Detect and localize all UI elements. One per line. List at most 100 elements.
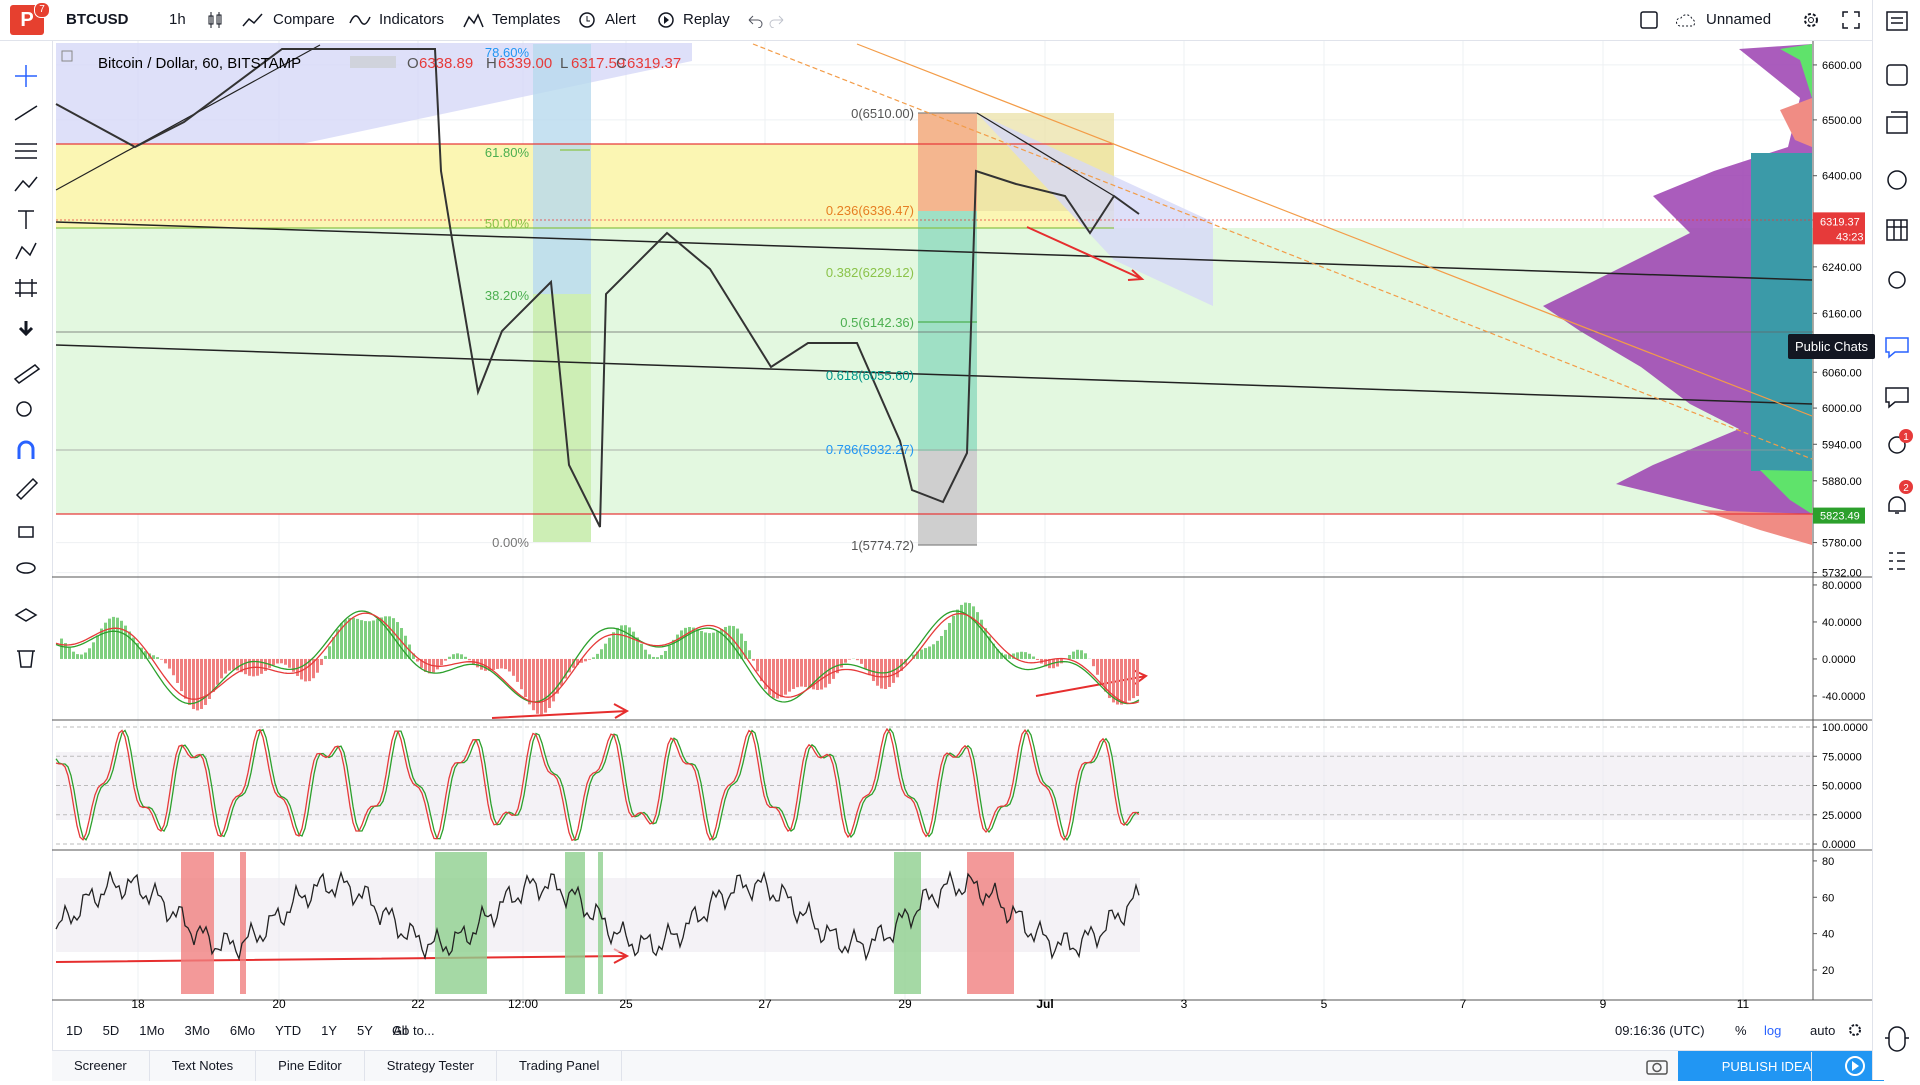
indicator-tick-label: 100.0000 [1822,722,1868,734]
templates[interactable]: Templates [492,11,560,28]
more-icon[interactable] [1889,553,1905,569]
fib-left-label: 78.60% [485,45,530,60]
bottom-tab[interactable]: Text Notes [150,1051,256,1081]
layers-tool[interactable] [16,609,36,621]
settings-icon[interactable] [1801,10,1821,30]
legend-close-label: C [616,55,627,72]
macd-histogram [704,632,707,658]
alerts-icon[interactable] [1887,65,1907,85]
macd-histogram [76,654,79,659]
macd-histogram [160,659,163,660]
ruler-tool[interactable] [15,365,39,383]
bottom-tab[interactable]: Trading Panel [497,1051,622,1081]
arrow-tool[interactable] [20,321,32,334]
indicator-tick-label: 50.0000 [1822,781,1862,793]
measure-tool[interactable] [15,279,37,297]
macd-histogram [592,657,595,659]
macd-histogram [128,631,131,658]
badge-count: 2 [1903,483,1909,494]
time-label: 20 [272,997,286,1011]
macd-histogram [840,659,843,668]
macd-histogram [464,657,467,659]
macd-histogram [556,659,559,694]
auto-toggle[interactable]: auto [1810,1023,1835,1038]
ideas-icon[interactable] [1889,272,1905,288]
bug-icon[interactable] [1885,1027,1909,1051]
lock-tool[interactable] [19,527,33,537]
watchlist-icon[interactable] [1887,12,1907,30]
signal-zone [894,852,921,994]
fullscreen-box[interactable] [1639,10,1659,30]
macd-histogram [228,659,231,671]
bottom-tab[interactable]: Strategy Tester [365,1051,497,1081]
messages-icon[interactable] [1886,388,1908,407]
trendline-tool[interactable] [15,106,37,120]
news-icon[interactable] [1887,112,1907,133]
log-toggle[interactable]: log [1764,1023,1781,1038]
symbol[interactable]: BTCUSD [66,11,129,28]
indicator-tick-label: 40 [1822,929,1834,941]
replay[interactable]: Replay [683,11,730,28]
range-button[interactable]: 1D [66,1023,83,1038]
range-button[interactable]: YTD [275,1023,301,1038]
zoom-tool[interactable] [17,402,31,416]
fib-left-label: 38.20% [485,288,530,303]
macd-histogram [548,659,551,708]
fib-tool[interactable] [15,144,37,158]
macd-histogram [220,659,223,678]
macd-histogram [944,630,947,659]
macd-histogram [360,620,363,659]
play-icon[interactable] [1843,1055,1867,1077]
goto[interactable]: Go to... [392,1023,435,1038]
badge-count: 1 [1903,432,1909,443]
macd-histogram [800,659,803,687]
macd-histogram [696,629,699,659]
bottom-tab[interactable]: Screener [52,1051,150,1081]
macd-histogram [864,659,867,669]
macd-histogram [880,659,883,689]
macd-histogram [956,610,959,659]
indicators[interactable]: Indicators [379,11,444,28]
magnet-tool[interactable] [19,442,33,459]
macd-histogram [284,659,287,665]
settings-icon[interactable] [1847,1022,1863,1038]
hotlist-icon[interactable] [1888,171,1906,189]
text-tool[interactable] [18,211,34,229]
macd-histogram [316,659,319,673]
macd-histogram [108,619,111,659]
range-button[interactable]: 1Mo [139,1023,164,1038]
stay-drawing[interactable] [17,479,37,499]
macd-histogram [104,623,107,659]
crosshair-tool[interactable] [15,65,37,87]
range-button[interactable]: 6Mo [230,1023,255,1038]
range-button[interactable]: 1Y [321,1023,337,1038]
legend-buttons[interactable] [350,56,396,68]
bottom-tab[interactable]: Pine Editor [256,1051,365,1081]
projection-tool[interactable] [16,243,36,259]
notifications-icon[interactable] [1889,497,1905,513]
range-button[interactable]: 3Mo [185,1023,210,1038]
chart-style-icon[interactable] [207,10,223,30]
interval[interactable]: 1h [169,11,186,28]
macd-histogram [328,646,331,659]
tooltip: Public Chats [1788,334,1875,359]
chat-icon[interactable] [1886,338,1908,357]
visibility-tool[interactable] [17,563,35,573]
macd-histogram [152,655,155,659]
trash-tool[interactable] [17,651,35,667]
snapshot-icon[interactable] [1646,1057,1668,1075]
calendar-icon[interactable] [1887,220,1907,240]
pattern-tool[interactable] [15,177,37,191]
compare[interactable]: Compare [273,11,335,28]
alert[interactable]: Alert [605,11,636,28]
range-button[interactable]: 5Y [357,1023,373,1038]
macd-histogram [516,659,519,682]
maximize-icon[interactable] [1841,10,1861,30]
layout-name[interactable]: Unnamed [1706,11,1771,28]
widget-icons: 1 2 [1873,0,1920,1080]
percent-toggle[interactable]: % [1735,1023,1747,1038]
macd-histogram [1132,659,1135,698]
undo-redo[interactable] [746,12,786,28]
range-button[interactable]: 5D [103,1023,120,1038]
